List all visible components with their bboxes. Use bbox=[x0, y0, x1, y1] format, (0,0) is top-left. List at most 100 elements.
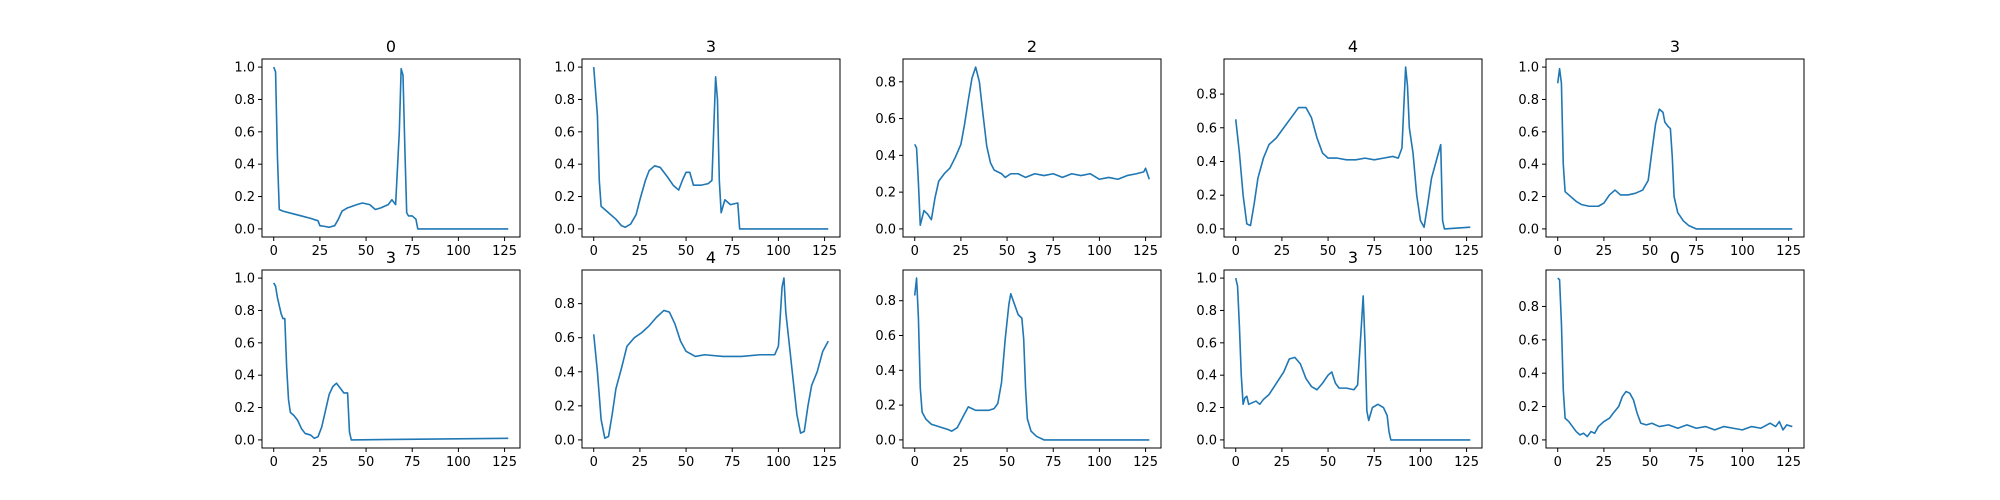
y-tick-label: 0.2 bbox=[875, 186, 896, 201]
y-tick-label: 0.2 bbox=[234, 401, 255, 416]
x-tick-label: 100 bbox=[1730, 244, 1755, 259]
x-tick-label: 25 bbox=[312, 244, 329, 259]
x-tick-label: 125 bbox=[1454, 455, 1479, 470]
y-tick-label: 0.2 bbox=[1196, 401, 1217, 416]
panel-1: 0 25 50 75 100 125 0.0 0.2 0.4 0.6 0.8 1.0 3 bbox=[554, 37, 841, 259]
y-tick-label: 0.4 bbox=[1518, 367, 1539, 382]
x-tick-label: 100 bbox=[766, 244, 791, 259]
x-tick-label: 0 bbox=[1232, 455, 1240, 470]
plot-frame bbox=[261, 58, 521, 238]
x-tick-label: 75 bbox=[1045, 455, 1062, 470]
y-tick-label: 0.4 bbox=[234, 369, 255, 384]
x-tick-label: 0 bbox=[270, 455, 278, 470]
panel-7: 0 25 50 75 100 125 0.0 0.2 0.4 0.6 0.8 3 bbox=[875, 248, 1162, 470]
x-tick-label: 25 bbox=[632, 244, 649, 259]
y-tick-label: 0.2 bbox=[1518, 190, 1539, 205]
panel-title: 0 bbox=[1670, 248, 1680, 267]
panel-0: 0 25 50 75 100 125 0.0 0.2 0.4 0.6 0.8 1.0 0 bbox=[234, 37, 521, 259]
x-tick-label: 0 bbox=[911, 244, 919, 259]
x-tick-label: 50 bbox=[1642, 244, 1659, 259]
x-tick-label: 125 bbox=[1133, 244, 1158, 259]
plot-frame bbox=[1223, 58, 1483, 238]
series-line bbox=[272, 66, 509, 230]
x-tick-label: 50 bbox=[1320, 455, 1337, 470]
x-tick-label: 75 bbox=[1366, 244, 1383, 259]
x-tick-label: 25 bbox=[1596, 455, 1613, 470]
panel-title: 4 bbox=[1348, 37, 1358, 56]
x-tick-label: 50 bbox=[358, 455, 375, 470]
x-tick-label: 125 bbox=[812, 244, 837, 259]
x-tick-label: 125 bbox=[1776, 244, 1801, 259]
y-tick-label: 0.2 bbox=[1518, 400, 1539, 415]
x-tick-label: 100 bbox=[1087, 244, 1112, 259]
y-tick-label: 1.0 bbox=[1518, 61, 1539, 76]
x-tick-label: 50 bbox=[999, 455, 1016, 470]
x-tick-label: 100 bbox=[446, 244, 471, 259]
x-tick-label: 0 bbox=[590, 244, 598, 259]
series-line bbox=[273, 282, 509, 441]
panel-title: 3 bbox=[1348, 248, 1358, 267]
y-tick-label: 0.0 bbox=[1518, 433, 1539, 448]
y-tick-label: 1.0 bbox=[554, 61, 575, 76]
x-tick-label: 75 bbox=[1688, 455, 1705, 470]
x-tick-label: 100 bbox=[1730, 455, 1755, 470]
x-tick-label: 100 bbox=[1408, 455, 1433, 470]
x-tick-label: 25 bbox=[953, 455, 970, 470]
x-tick-label: 75 bbox=[404, 244, 421, 259]
y-tick-label: 0.2 bbox=[554, 190, 575, 205]
x-tick-label: 75 bbox=[404, 455, 421, 470]
x-tick-label: 50 bbox=[678, 455, 695, 470]
panel-4: 0 25 50 75 100 125 0.0 0.2 0.4 0.6 0.8 1.0 3 bbox=[1518, 37, 1805, 259]
x-tick-label: 25 bbox=[1274, 455, 1291, 470]
x-tick-label: 125 bbox=[492, 455, 517, 470]
series-line bbox=[914, 66, 1151, 227]
panel-title: 3 bbox=[706, 37, 716, 56]
y-tick-label: 0.8 bbox=[1196, 304, 1217, 319]
y-tick-label: 0.6 bbox=[875, 112, 896, 127]
plot-frame bbox=[1545, 269, 1805, 449]
y-tick-label: 0.8 bbox=[875, 75, 896, 90]
series-line bbox=[592, 67, 829, 230]
x-tick-label: 75 bbox=[1688, 244, 1705, 259]
y-tick-label: 0.6 bbox=[1196, 121, 1217, 136]
panel-5: 0 25 50 75 100 125 0.0 0.2 0.4 0.6 0.8 1.0 3 bbox=[234, 248, 521, 470]
y-tick-label: 0.6 bbox=[1518, 125, 1539, 140]
y-tick-label: 0.8 bbox=[554, 297, 575, 312]
y-tick-label: 0.6 bbox=[1196, 336, 1217, 351]
x-tick-label: 50 bbox=[678, 244, 695, 259]
x-tick-label: 125 bbox=[812, 455, 837, 470]
y-tick-label: 1.0 bbox=[1196, 272, 1217, 287]
y-tick-label: 0.4 bbox=[234, 158, 255, 173]
y-tick-label: 1.0 bbox=[234, 272, 255, 287]
x-tick-label: 125 bbox=[1133, 455, 1158, 470]
panel-title: 2 bbox=[1027, 37, 1037, 56]
y-tick-label: 0.0 bbox=[234, 222, 255, 237]
y-tick-label: 0.0 bbox=[1518, 222, 1539, 237]
x-tick-label: 125 bbox=[492, 244, 517, 259]
y-tick-label: 0.4 bbox=[1196, 369, 1217, 384]
panel-title: 0 bbox=[386, 37, 396, 56]
y-tick-label: 0.0 bbox=[554, 433, 575, 448]
y-tick-label: 0.4 bbox=[1196, 155, 1217, 170]
x-tick-label: 100 bbox=[766, 455, 791, 470]
y-tick-label: 0.6 bbox=[554, 331, 575, 346]
plot-frame bbox=[1545, 58, 1805, 238]
y-tick-label: 0.0 bbox=[554, 222, 575, 237]
plot-frame bbox=[261, 269, 521, 449]
x-tick-label: 100 bbox=[1408, 244, 1433, 259]
y-tick-label: 0.8 bbox=[554, 93, 575, 108]
panel-9: 0 25 50 75 100 125 0.0 0.2 0.4 0.6 0.8 0 bbox=[1518, 248, 1805, 470]
series-line bbox=[1557, 277, 1793, 438]
x-tick-label: 25 bbox=[312, 455, 329, 470]
y-tick-label: 0.4 bbox=[554, 158, 575, 173]
x-tick-label: 75 bbox=[1045, 244, 1062, 259]
series-line bbox=[592, 277, 829, 440]
series-line bbox=[913, 277, 1150, 441]
panel-title: 3 bbox=[1027, 248, 1037, 267]
series-line bbox=[1234, 66, 1471, 230]
y-tick-label: 0.8 bbox=[1518, 93, 1539, 108]
x-tick-label: 100 bbox=[446, 455, 471, 470]
x-tick-label: 0 bbox=[911, 455, 919, 470]
panel-3: 0 25 50 75 100 125 0.0 0.2 0.4 0.6 0.8 4 bbox=[1196, 37, 1483, 259]
x-tick-label: 75 bbox=[724, 455, 741, 470]
